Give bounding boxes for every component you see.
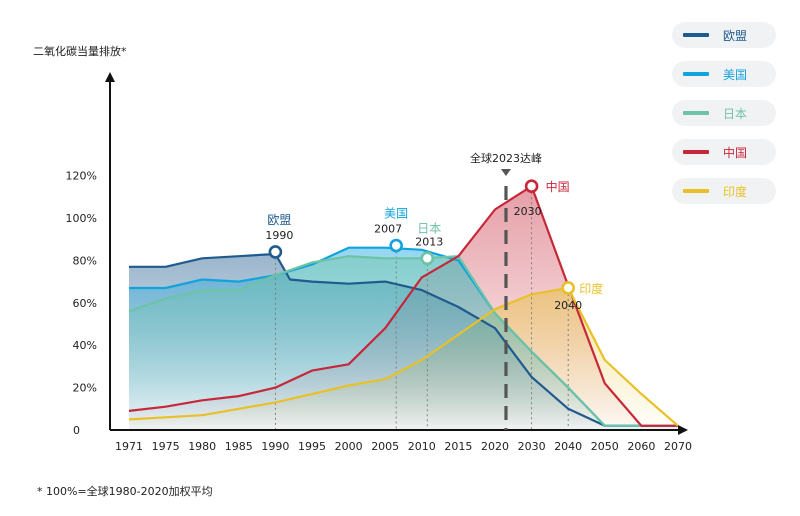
peak-marker-japan xyxy=(420,251,435,266)
x-tick-label: 2040 xyxy=(554,440,582,453)
legend-swatch-india xyxy=(683,189,709,193)
peak-marker-us xyxy=(389,238,403,253)
peak-year-china: 2030 xyxy=(514,205,542,218)
legend-item-eu[interactable]: 欧盟 xyxy=(672,22,776,48)
x-axis-arrow xyxy=(678,425,688,435)
line-japan xyxy=(128,255,678,427)
x-tick-label: 1990 xyxy=(261,440,289,453)
x-tick-label: 2050 xyxy=(591,440,619,453)
legend-swatch-japan xyxy=(683,111,709,115)
footnote: * 100%=全球1980-2020加权平均 xyxy=(37,485,213,498)
peak-marker-eu xyxy=(268,245,283,259)
y-axis-title: 二氧化碳当量排放* xyxy=(33,45,127,58)
legend: 欧盟 美国 日本 中国 印度 xyxy=(672,22,776,217)
y-tick-label: 80% xyxy=(73,254,97,267)
legend-label-japan: 日本 xyxy=(723,106,748,121)
peak-guides xyxy=(274,192,569,430)
peak-year-eu: 1990 xyxy=(265,229,293,242)
x-tick-label: 1980 xyxy=(188,440,216,453)
y-tick-label: 20% xyxy=(73,382,97,395)
x-tick-label: 2000 xyxy=(335,440,363,453)
legend-swatch-us xyxy=(683,72,709,76)
legend-label-india: 印度 xyxy=(723,184,748,199)
peak-label-us: 美国 xyxy=(384,207,408,221)
x-tick-label: 2020 xyxy=(481,440,509,453)
y-axis-arrow xyxy=(105,72,115,82)
peak-marker-india xyxy=(561,281,576,295)
y-tick-label: 40% xyxy=(73,339,97,352)
series-areas xyxy=(129,186,678,430)
x-tick-label: 2015 xyxy=(444,440,472,453)
peak-year-india: 2040 xyxy=(554,299,582,312)
legend-label-us: 美国 xyxy=(723,67,748,82)
legend-item-us[interactable]: 美国 xyxy=(672,61,776,87)
y-tick-label: 60% xyxy=(73,297,97,310)
legend-item-japan[interactable]: 日本 xyxy=(672,100,776,126)
legend-label-eu: 欧盟 xyxy=(723,28,748,43)
legend-label-china: 中国 xyxy=(723,145,748,160)
x-tick-label: 2030 xyxy=(518,440,546,453)
peak-year-us: 2007 xyxy=(374,223,402,236)
legend-swatch-china xyxy=(683,150,709,154)
x-tick-label: 2010 xyxy=(408,440,436,453)
peak-label-eu: 欧盟 xyxy=(267,213,291,227)
legend-item-china[interactable]: 中国 xyxy=(672,139,776,165)
global-peak-label: 全球2023达峰 xyxy=(470,151,542,165)
area-japan xyxy=(129,256,678,430)
peak-label-japan: 日本 xyxy=(417,221,441,235)
series-lines xyxy=(128,185,679,427)
x-tick-label: 1975 xyxy=(152,440,180,453)
x-tick-label: 1971 xyxy=(115,440,143,453)
x-tick-label: 2005 xyxy=(371,440,399,453)
line-eu xyxy=(129,252,678,427)
axes: 0 20% 40% 60% 80% 100% 120% 1971 1975 1980 1985 199… xyxy=(66,72,692,453)
legend-item-india[interactable]: 印度 xyxy=(672,178,776,204)
x-tick-label: 1985 xyxy=(225,440,253,453)
y-tick-label: 120% xyxy=(66,170,97,183)
line-china xyxy=(128,185,678,427)
peak-marker-china xyxy=(524,179,539,193)
peak-year-japan: 2013 xyxy=(415,235,443,248)
x-tick-label: 1995 xyxy=(298,440,326,453)
x-tick-label: 2060 xyxy=(627,440,655,453)
y-tick-label: 0 xyxy=(73,424,80,437)
peak-label-india: 印度 xyxy=(579,281,603,296)
global-peak-arrow xyxy=(500,169,511,176)
x-tick-label: 2070 xyxy=(664,440,692,453)
y-tick-label: 100% xyxy=(66,212,97,225)
line-india xyxy=(128,286,679,427)
legend-swatch-eu xyxy=(683,33,709,37)
peak-label-china: 中国 xyxy=(546,179,570,194)
